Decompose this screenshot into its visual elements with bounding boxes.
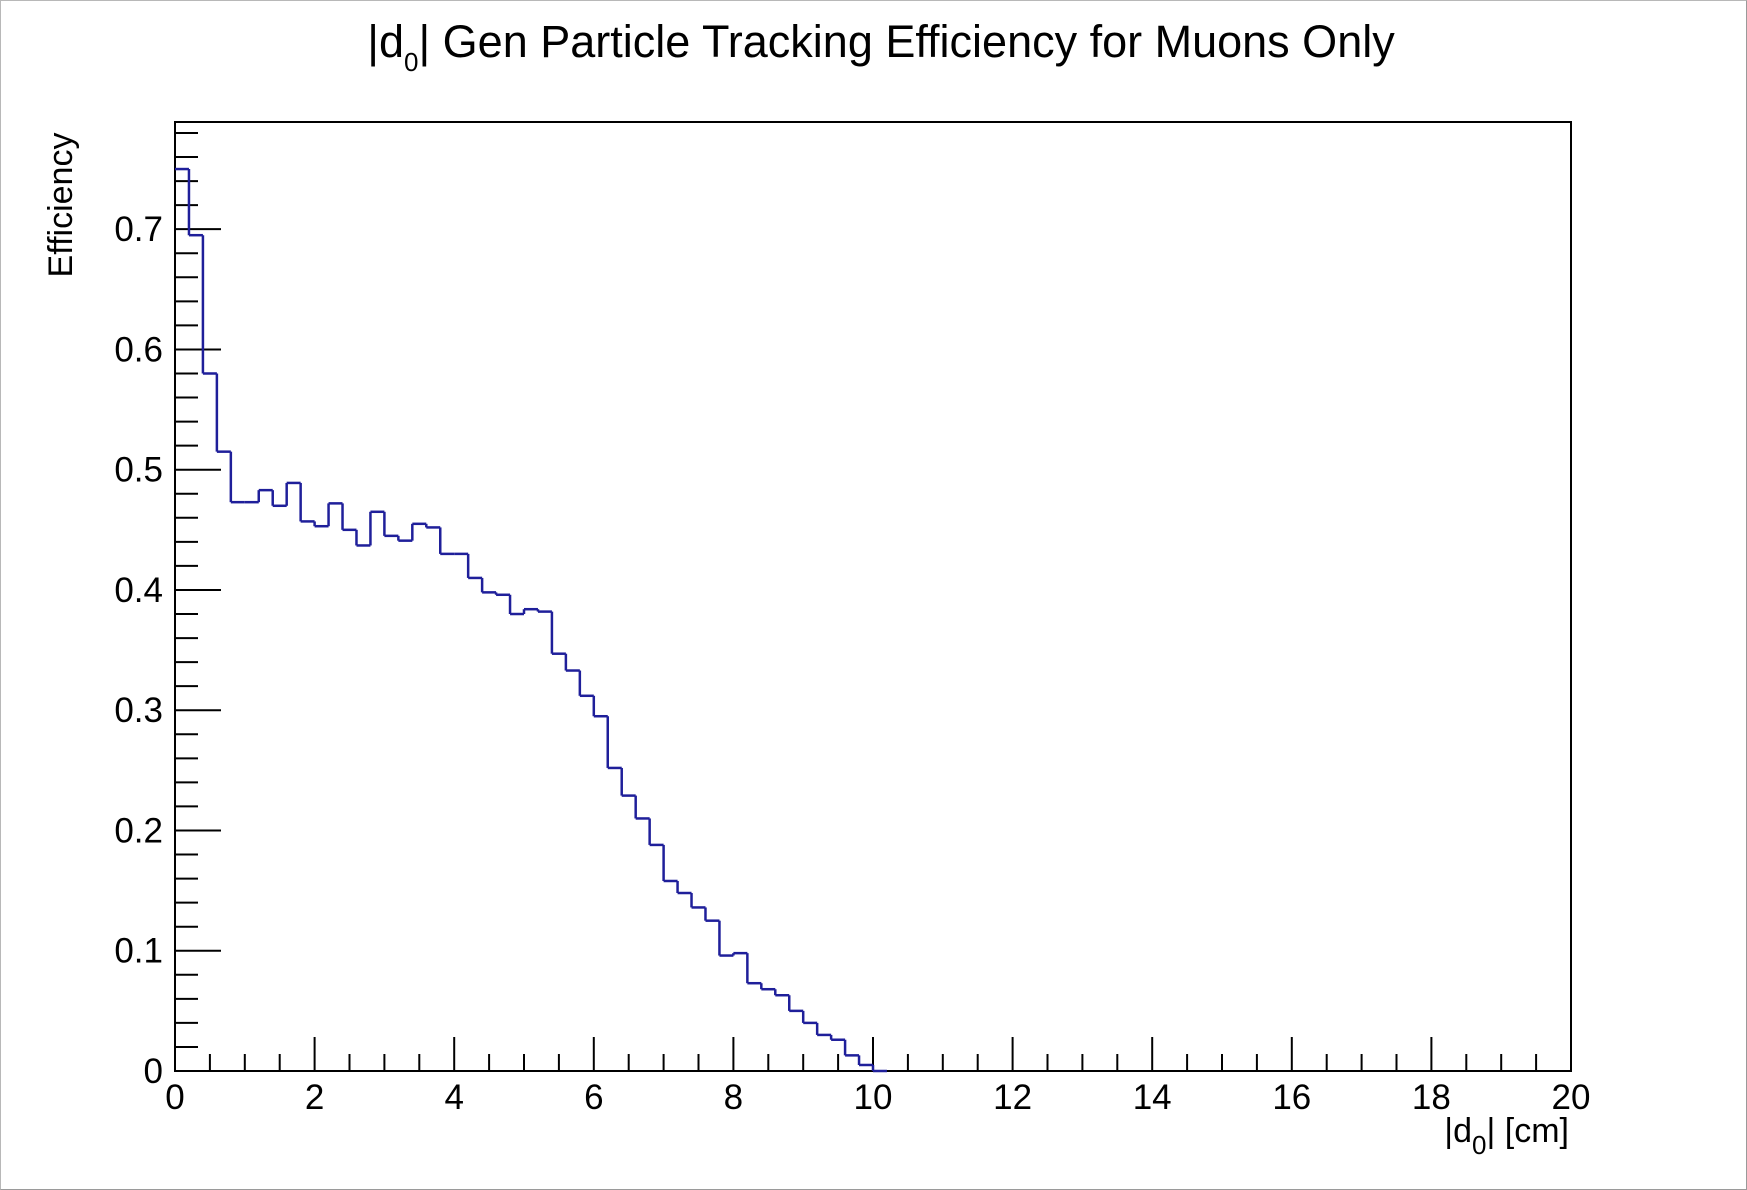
x-tick-label: 0: [165, 1078, 184, 1117]
y-tick-label: 0.5: [114, 451, 163, 490]
y-tick-label: 0.2: [114, 811, 163, 850]
x-tick-label: 20: [1552, 1078, 1591, 1117]
x-axis-title: |d0| [cm]: [1444, 1112, 1569, 1160]
chart-title-subscript: 0: [404, 47, 418, 77]
x-tick-label: 16: [1272, 1078, 1311, 1117]
x-tick-label: 14: [1133, 1078, 1172, 1117]
y-tick-label: 0.3: [114, 691, 163, 730]
histogram-bins: [175, 167, 887, 1073]
x-tick-label: 12: [993, 1078, 1032, 1117]
x-tick-label: 18: [1412, 1078, 1451, 1117]
x-tick-label: 6: [584, 1078, 603, 1117]
plot-frame: [174, 121, 1572, 1072]
chart-title: |d0| Gen Particle Tracking Efficiency fo…: [367, 16, 1395, 77]
x-tick-label: 8: [724, 1078, 743, 1117]
x-tick-label: 4: [444, 1078, 463, 1117]
y-tick-label: 0: [144, 1052, 163, 1091]
y-tick-label: 0.6: [114, 330, 163, 369]
chart-title-suffix: | Gen Particle Tracking Efficiency for M…: [418, 16, 1395, 67]
x-axis-title-subscript: 0: [1472, 1130, 1486, 1160]
chart-title-prefix: |d: [367, 16, 404, 67]
x-tick-label: 10: [854, 1078, 893, 1117]
y-tick-label: 0.7: [114, 210, 163, 249]
y-tick-label: 0.4: [114, 571, 163, 610]
x-tick-label: 2: [305, 1078, 324, 1117]
y-axis-ticks: [175, 131, 221, 1072]
x-axis-tick-labels: 0 2 4 6 8 10 12 14 16 18 20: [165, 1078, 1590, 1117]
y-tick-label: 0.1: [114, 932, 163, 971]
y-axis-tick-labels: 0 0.1 0.2 0.3 0.4 0.5 0.6 0.7: [114, 210, 163, 1091]
y-axis-title: Efficiency: [42, 133, 80, 278]
x-axis-ticks: [174, 1037, 1572, 1071]
x-axis-title-suffix: | [cm]: [1487, 1112, 1570, 1150]
x-axis-title-prefix: |d: [1444, 1112, 1472, 1150]
